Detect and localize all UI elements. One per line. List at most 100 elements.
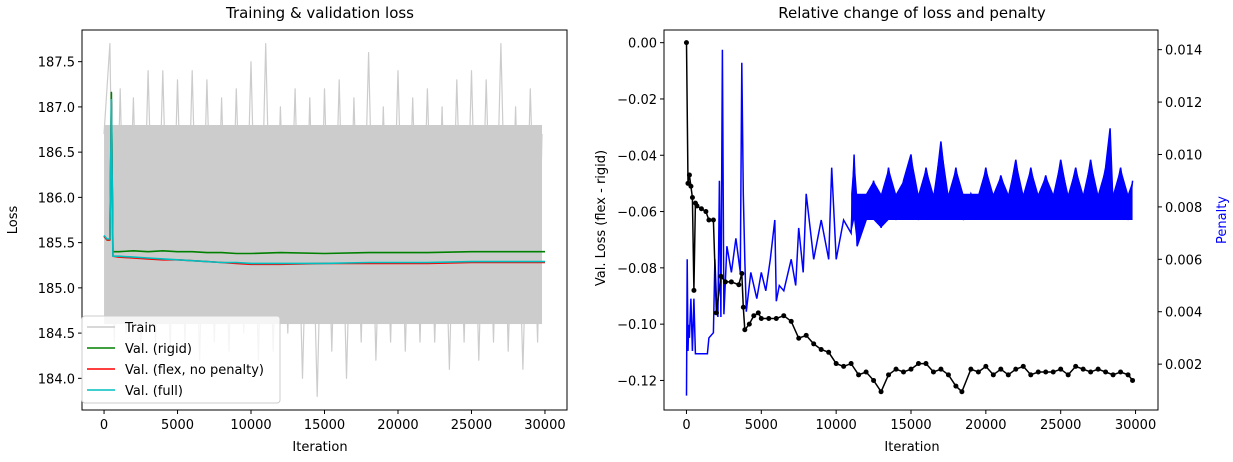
val-loss-diff-point xyxy=(1058,366,1064,372)
x-tick-label: 25000 xyxy=(451,418,492,433)
val-loss-diff-point xyxy=(740,304,746,310)
val-loss-diff-point xyxy=(758,316,764,322)
train-noise-band xyxy=(104,125,543,325)
val-loss-diff-point xyxy=(901,369,907,375)
val-loss-diff-point xyxy=(915,361,921,367)
loss-chart-frame xyxy=(81,29,568,411)
val-loss-diff-point xyxy=(848,361,854,367)
val-loss-diff-point xyxy=(746,321,752,327)
val-loss-diff-point xyxy=(811,341,817,347)
val-loss-diff-point xyxy=(833,361,839,367)
val-loss-diff-point xyxy=(878,389,884,395)
val-loss-diff-point xyxy=(1065,372,1071,378)
loss-chart-ylabel: Loss xyxy=(6,206,21,235)
legend: Train Val. (rigid) Val. (flex, no penalty)… xyxy=(81,315,281,404)
val-loss-diff-point xyxy=(930,369,936,375)
relative-change-chart-title: Relative change of loss and penalty xyxy=(778,4,1046,22)
y-tick-label: 184.0 xyxy=(38,372,75,387)
val-loss-diff-point xyxy=(975,369,981,375)
val-loss-diff-point xyxy=(1020,363,1026,369)
val-loss-diff-point xyxy=(1073,363,1079,369)
val-loss-diff-point xyxy=(1088,369,1094,375)
relative-change-chart-ylabel: Val. Loss (flex - rigid) xyxy=(594,150,609,286)
y-tick-label: 186.0 xyxy=(38,191,75,206)
val-loss-diff-point xyxy=(781,313,787,319)
val-loss-diff-point xyxy=(713,310,719,316)
y-right-tick-label: 0.008 xyxy=(1165,201,1202,216)
y-tick-label: −0.02 xyxy=(617,93,657,108)
x-tick-label: 5000 xyxy=(745,418,778,433)
x-tick-label: 5000 xyxy=(161,418,194,433)
penalty-line xyxy=(685,49,1134,396)
y-tick-label: −0.10 xyxy=(617,318,657,333)
y-tick-label: 185.5 xyxy=(38,237,75,252)
val-loss-diff-point xyxy=(1043,369,1049,375)
x-tick-label: 10000 xyxy=(230,418,271,433)
x-tick-label: 25000 xyxy=(1040,418,1081,433)
y-tick-label: 187.0 xyxy=(38,101,75,116)
y-tick-label: −0.08 xyxy=(617,262,657,277)
val-loss-diff-point xyxy=(706,217,712,223)
val-loss-diff-point xyxy=(1013,366,1019,372)
val-loss-diff-point xyxy=(796,335,802,341)
relative-change-chart-ylabel-right: Penalty xyxy=(1215,196,1230,244)
val-loss-diff-point xyxy=(1080,366,1086,372)
y-tick-label: 0.00 xyxy=(628,37,657,52)
plot-area xyxy=(103,42,545,397)
legend-box xyxy=(81,315,281,404)
x-tick-label: 30000 xyxy=(524,418,565,433)
val-loss-diff-point xyxy=(1050,369,1056,375)
val-loss-diff-point xyxy=(751,313,757,319)
val-loss-diff-point xyxy=(938,366,944,372)
y-right-tick-label: 0.002 xyxy=(1165,358,1202,373)
legend-label: Train xyxy=(124,321,156,336)
loss-chart-title: Training & validation loss xyxy=(225,4,414,22)
val-loss-diff-point xyxy=(856,372,862,378)
val-loss-diff-point xyxy=(818,346,824,352)
val-loss-diff-point xyxy=(923,361,929,367)
val-loss-diff-point xyxy=(998,366,1004,372)
x-tick-label: 20000 xyxy=(965,418,1006,433)
y-tick-label: 187.5 xyxy=(38,56,75,71)
val-loss-diff-point xyxy=(945,372,951,378)
val-loss-diff-point xyxy=(908,366,914,372)
x-tick-label: 15000 xyxy=(304,418,345,433)
val-loss-diff-point xyxy=(688,183,694,189)
val-loss-diff-point xyxy=(803,332,809,338)
val-loss-diff-point xyxy=(893,366,899,372)
val-loss-diff-point xyxy=(755,310,761,316)
x-tick-label: 0 xyxy=(100,418,108,433)
val-loss-diff-point xyxy=(718,273,724,279)
x-tick-label: 0 xyxy=(682,418,690,433)
x-tick-label: 20000 xyxy=(377,418,418,433)
y-tick-label: 186.5 xyxy=(38,146,75,161)
x-tick-label: 30000 xyxy=(1115,418,1156,433)
val-loss-diff-point xyxy=(689,194,695,200)
val-loss-diff-point xyxy=(871,377,877,383)
penalty-noise-band xyxy=(851,128,1133,247)
val-loss-diff-point xyxy=(1125,372,1131,378)
y-right-tick-label: 0.012 xyxy=(1165,96,1202,111)
legend-label: Val. (full) xyxy=(125,384,183,399)
x-tick-label: 10000 xyxy=(815,418,856,433)
y-tick-label: 185.0 xyxy=(38,282,75,297)
val-loss-diff-point xyxy=(953,383,959,389)
y-right-tick-label: 0.014 xyxy=(1165,44,1202,59)
val-loss-diff-point xyxy=(722,279,728,285)
y-tick-label: −0.04 xyxy=(617,149,657,164)
val-loss-diff-point xyxy=(766,316,772,322)
val-loss-diff-point xyxy=(742,327,748,333)
val-loss-diff-point xyxy=(683,40,689,46)
relative-change-chart-frame xyxy=(663,29,1159,411)
val-loss-diff-point xyxy=(1095,366,1101,372)
val-loss-diff-point xyxy=(788,318,794,324)
val-loss-diff-point xyxy=(691,287,697,293)
plot-area xyxy=(683,40,1136,396)
y-tick-label: 184.5 xyxy=(38,327,75,342)
relative-change-chart-xlabel: Iteration xyxy=(884,440,939,455)
series-line-val-full- xyxy=(103,98,545,265)
val-loss-diff-point xyxy=(1005,372,1011,378)
val-loss-diff-point xyxy=(773,316,779,322)
val-loss-diff-point xyxy=(1118,369,1124,375)
